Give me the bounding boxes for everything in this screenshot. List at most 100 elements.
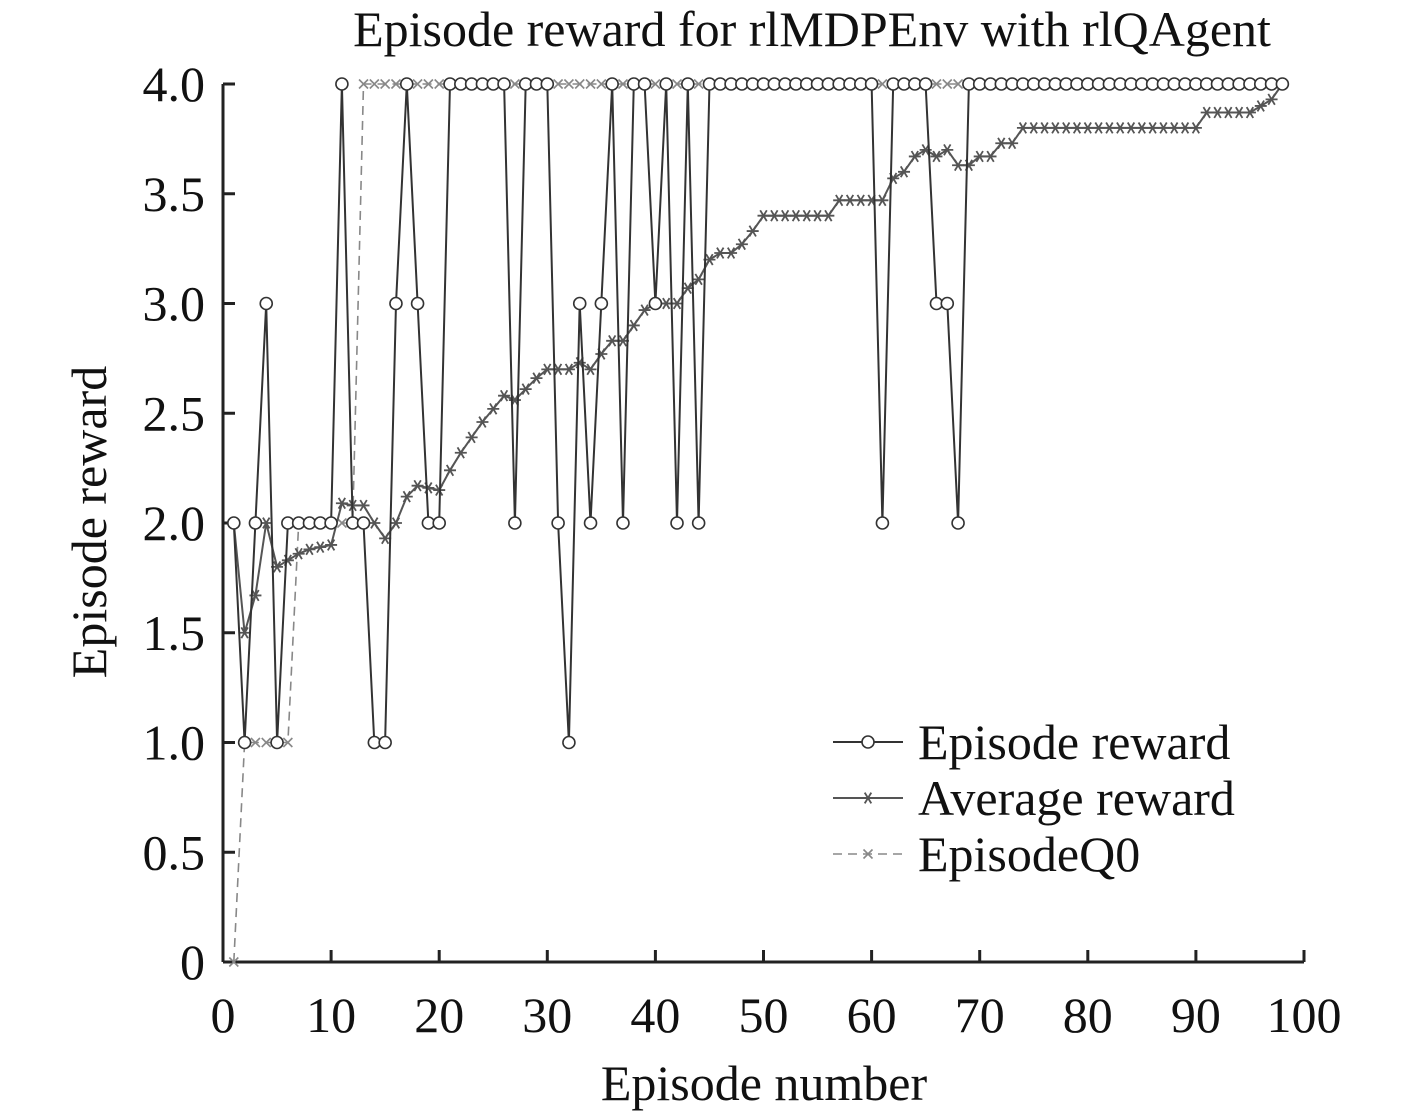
data-point-average-reward xyxy=(1179,122,1192,134)
data-point-episodeq0 xyxy=(228,956,239,968)
legend-label-episode-reward: Episode reward xyxy=(918,714,1230,770)
x-tick-label: 0 xyxy=(211,987,236,1043)
data-point-average-reward xyxy=(335,497,348,510)
data-point-episode-reward xyxy=(918,77,933,91)
data-point-episode-reward xyxy=(562,735,576,750)
legend-marker-average-reward xyxy=(862,792,874,804)
data-point-episode-reward xyxy=(356,516,371,530)
data-point-average-reward xyxy=(1049,122,1062,134)
data-point-episode-reward xyxy=(864,77,879,91)
data-point-episode-reward xyxy=(572,296,587,311)
data-point-average-reward xyxy=(1211,106,1224,119)
data-point-average-reward xyxy=(898,165,911,178)
x-tick-label: 60 xyxy=(847,987,897,1043)
data-point-episode-reward xyxy=(583,516,598,530)
data-point-average-reward xyxy=(822,209,835,222)
x-tick-label: 10 xyxy=(306,987,356,1043)
data-point-episode-reward xyxy=(389,296,403,311)
data-point-average-reward xyxy=(562,363,575,376)
data-point-episodeq0 xyxy=(953,78,964,90)
data-point-episode-reward xyxy=(248,516,263,530)
data-point-episodeq0 xyxy=(671,78,683,90)
data-point-episode-reward xyxy=(670,516,684,530)
data-point-average-reward xyxy=(1125,122,1138,134)
data-point-episode-reward xyxy=(237,735,252,750)
data-point-average-reward xyxy=(714,247,727,259)
data-point-average-reward xyxy=(303,543,316,556)
data-point-average-reward xyxy=(1114,122,1127,134)
data-point-episode-reward xyxy=(378,735,392,750)
x-tick-label: 70 xyxy=(955,987,1005,1043)
x-tick-label: 80 xyxy=(1063,987,1113,1043)
data-point-episode-reward xyxy=(270,735,284,750)
data-point-average-reward xyxy=(444,464,457,477)
data-point-average-reward xyxy=(454,446,467,459)
data-point-episodeq0 xyxy=(390,78,402,90)
data-point-episode-reward xyxy=(594,296,609,311)
data-point-episodeq0 xyxy=(369,78,380,90)
data-point-average-reward xyxy=(671,297,684,310)
data-point-average-reward xyxy=(325,539,338,551)
data-point-episodeq0 xyxy=(412,78,423,90)
data-point-average-reward xyxy=(779,209,792,222)
data-point-average-reward xyxy=(692,273,705,286)
data-point-episodeq0 xyxy=(574,78,585,90)
data-point-average-reward xyxy=(660,297,673,310)
data-point-episode-reward xyxy=(951,516,965,530)
data-point-average-reward xyxy=(498,389,511,402)
data-point-episodeq0 xyxy=(336,517,347,529)
data-point-episode-reward xyxy=(432,516,447,530)
data-point-average-reward xyxy=(1135,122,1148,134)
data-point-episodeq0 xyxy=(942,78,953,90)
x-axis-label: Episode number xyxy=(601,1055,928,1111)
data-point-episodeq0 xyxy=(650,78,661,90)
data-point-average-reward xyxy=(314,541,327,554)
legend-label-average-reward: Average reward xyxy=(918,770,1235,826)
data-point-episode-reward xyxy=(497,77,511,91)
data-point-average-reward xyxy=(952,159,965,172)
data-point-episode-reward xyxy=(691,516,706,530)
data-point-episodeq0 xyxy=(585,78,596,90)
data-point-episode-reward xyxy=(410,296,425,311)
x-tick-label: 20 xyxy=(414,987,464,1043)
data-point-average-reward xyxy=(973,150,986,163)
data-point-episodeq0 xyxy=(358,78,369,90)
data-point-average-reward xyxy=(411,479,424,492)
data-point-average-reward xyxy=(930,150,943,163)
data-point-average-reward xyxy=(389,517,402,529)
data-point-episodeq0 xyxy=(250,737,261,748)
series-line-average-reward xyxy=(232,83,1284,634)
data-point-average-reward xyxy=(843,194,856,207)
data-point-average-reward xyxy=(1200,106,1213,119)
data-point-average-reward xyxy=(238,626,251,639)
x-tick-label: 50 xyxy=(739,987,789,1043)
data-point-episode-reward xyxy=(1275,77,1290,91)
data-point-average-reward xyxy=(757,209,770,222)
data-point-average-reward xyxy=(1157,122,1170,134)
y-tick-label: 0 xyxy=(180,934,205,990)
y-tick-label: 1.0 xyxy=(143,715,206,771)
y-tick-label: 2.5 xyxy=(143,385,206,441)
y-tick-label: 4.0 xyxy=(143,56,206,112)
data-point-average-reward xyxy=(941,143,954,156)
data-point-episode-reward xyxy=(648,296,663,311)
data-point-average-reward xyxy=(876,194,889,207)
data-point-average-reward xyxy=(1006,137,1019,150)
data-point-episode-reward xyxy=(551,516,565,530)
legend-marker-episodeq0 xyxy=(862,848,874,860)
data-point-average-reward xyxy=(292,547,305,560)
data-point-average-reward xyxy=(379,532,392,545)
data-point-average-reward xyxy=(1189,122,1202,134)
data-point-average-reward xyxy=(260,517,273,529)
x-tick-label: 30 xyxy=(522,987,572,1043)
y-tick-label: 2.0 xyxy=(143,495,206,551)
data-point-average-reward xyxy=(476,416,489,428)
data-point-average-reward xyxy=(908,150,921,163)
data-point-average-reward xyxy=(811,209,824,222)
y-tick-label: 3.5 xyxy=(143,166,206,222)
data-point-average-reward xyxy=(1265,93,1278,106)
data-point-average-reward xyxy=(519,383,532,395)
y-axis-label: Episode reward xyxy=(61,366,117,678)
